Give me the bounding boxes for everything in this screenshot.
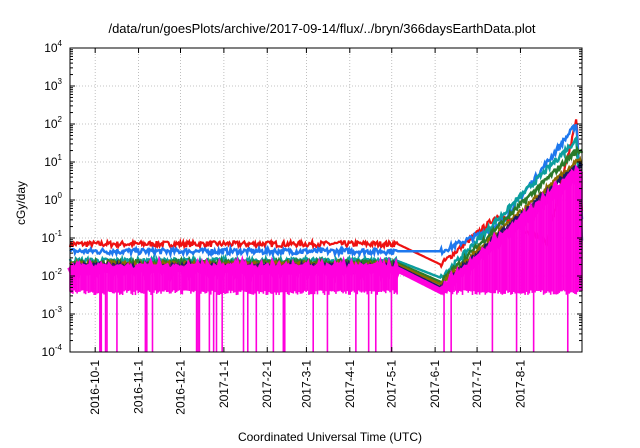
y-tick-label: 100 (44, 191, 62, 207)
series-dropouts (69, 173, 583, 352)
series-line (69, 123, 584, 259)
x-tick-label: 2017-5-1 (385, 360, 399, 408)
y-tick-label: 101 (44, 153, 62, 169)
series-line (68, 119, 584, 269)
x-tick-label: 2017-1-1 (217, 360, 231, 408)
y-tick-label: 102 (44, 115, 62, 131)
x-tick-label: 2017-3-1 (299, 360, 313, 408)
x-tick-label: 2017-7-1 (470, 360, 484, 408)
x-tick-label: 2017-6-1 (428, 360, 442, 408)
x-axis-label: Coordinated Universal Time (UTC) (238, 430, 422, 444)
y-tick-label: 103 (44, 77, 62, 93)
x-tick-label: 2016-10-1 (88, 360, 102, 415)
x-tick-label: 2017-2-1 (260, 360, 274, 408)
y-tick-label: 10-2 (42, 267, 63, 283)
y-tick-label: 10-3 (42, 305, 63, 321)
x-tick-label: 2016-12-1 (174, 360, 188, 415)
series-layer (67, 119, 584, 352)
x-tick-label: 2017-8-1 (513, 360, 527, 408)
series-path (69, 123, 584, 259)
series-path (68, 119, 584, 269)
x-tick-label: 2017-4-1 (343, 360, 357, 408)
y-axis: 10-4 10-3 10-2 10-1 100 101 102 103 104 (42, 39, 582, 359)
x-tick-label: 2016-11-1 (132, 360, 146, 414)
chart-title: /data/run/goesPlots/archive/2017-09-14/f… (108, 21, 535, 36)
y-tick-label: 10-4 (42, 343, 63, 359)
y-tick-label: 104 (44, 39, 62, 55)
y-tick-label: 10-1 (42, 229, 63, 245)
y-axis-label: cGy/day (14, 181, 28, 225)
x-axis: 2016-10-1 2016-11-1 2016-12-1 2017-1-1 2017-… (88, 48, 527, 415)
